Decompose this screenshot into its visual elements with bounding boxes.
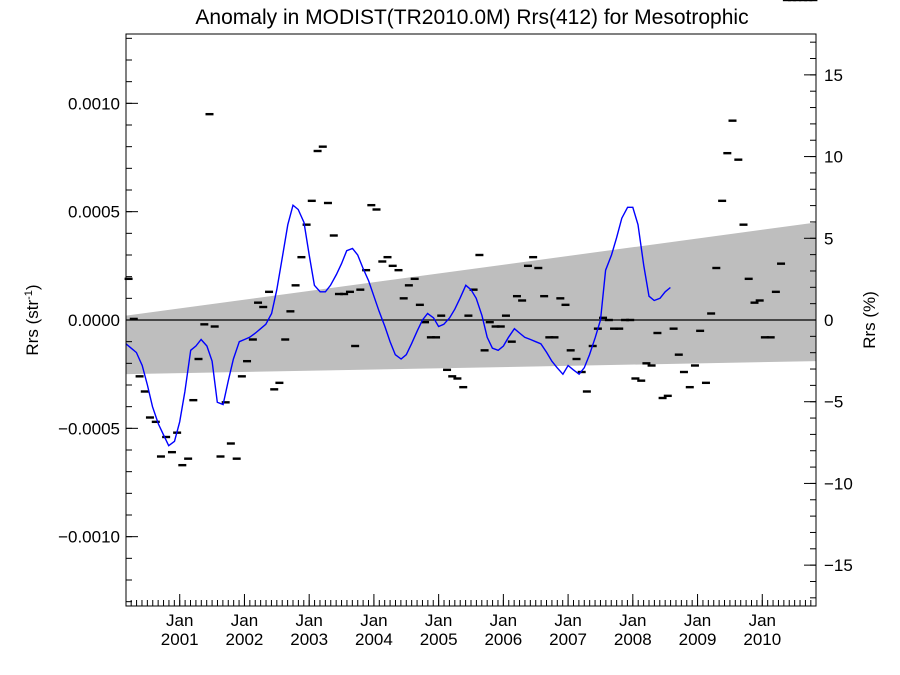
x-tick-year-label: 2004: [355, 630, 393, 649]
x-tick-year-label: 2007: [549, 630, 587, 649]
x-tick-month-label: Jan: [490, 611, 517, 630]
confidence-band-group: [126, 222, 816, 375]
x-tick-year-label: 2005: [420, 630, 458, 649]
y2-tick-label: 15: [824, 66, 843, 85]
right-y-axis-label: Rrs (%): [860, 291, 879, 349]
left-y-axis-label-end: ): [23, 284, 42, 290]
x-tick-year-label: 2008: [614, 630, 652, 649]
y-tick-label: −0.0010: [58, 528, 120, 547]
smoothed-series-line: [125, 203, 671, 447]
confidence-band: [126, 222, 816, 375]
x-tick-year-label: 2002: [226, 630, 264, 649]
y-tick-label: 0.0010: [68, 94, 120, 113]
x-tick-year-label: 2006: [484, 630, 522, 649]
x-tick-month-label: Jan: [684, 611, 711, 630]
x-tick-month-label: Jan: [166, 611, 193, 630]
y-tick-label: −0.0005: [58, 419, 120, 438]
right-y-axis: −15 −10 −5 0 5 10 15: [804, 41, 853, 599]
y2-tick-label: −15: [824, 556, 853, 575]
y2-tick-label: 5: [824, 229, 833, 248]
x-tick-month-label: Jan: [231, 611, 258, 630]
left-y-axis-label: Rrs (str-1): [23, 284, 42, 355]
x-tick-year-label: 2010: [743, 630, 781, 649]
smoothed-line-group: [125, 203, 671, 447]
x-tick-month-label: Jan: [554, 611, 581, 630]
y2-tick-label: 10: [824, 148, 843, 167]
monthly-points-group: [124, 0, 818, 467]
left-y-axis-label-main: Rrs (str: [23, 300, 42, 356]
x-axis: Jan2001Jan2002Jan2003Jan2004Jan2005Jan20…: [130, 594, 812, 649]
y-tick-label: 0.0000: [68, 311, 120, 330]
x-tick-month-label: Jan: [360, 611, 387, 630]
left-y-axis: −0.0010 −0.0005 0.0000 0.0005 0.0010: [58, 37, 138, 603]
y2-tick-label: 0: [824, 311, 833, 330]
x-tick-year-label: 2009: [679, 630, 717, 649]
x-tick-year-label: 2003: [290, 630, 328, 649]
y2-tick-label: −10: [824, 474, 853, 493]
x-tick-month-label: Jan: [749, 611, 776, 630]
x-tick-month-label: Jan: [619, 611, 646, 630]
y2-tick-label: −5: [824, 393, 843, 412]
x-tick-month-label: Jan: [425, 611, 452, 630]
left-y-axis-label-sup: -1: [23, 290, 35, 300]
chart-title: Anomaly in MODIST(TR2010.0M) Rrs(412) fo…: [195, 6, 748, 29]
x-tick-year-label: 2001: [161, 630, 199, 649]
x-tick-month-label: Jan: [295, 611, 322, 630]
y-tick-label: 0.0005: [68, 203, 120, 222]
